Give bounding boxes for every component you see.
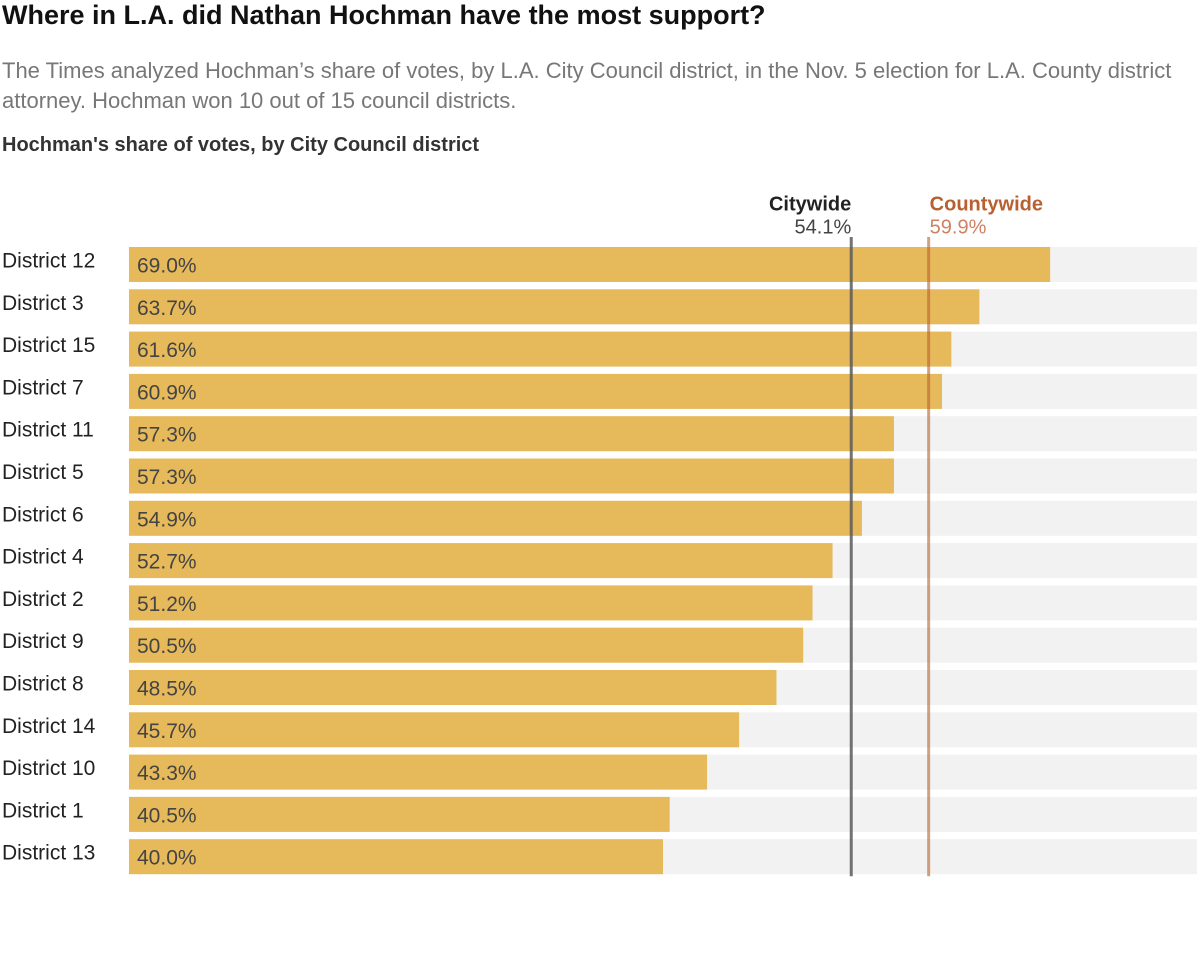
category-label: District 11 bbox=[2, 419, 94, 442]
value-label: 48.5% bbox=[137, 678, 197, 701]
bar bbox=[129, 458, 894, 494]
bar bbox=[129, 627, 804, 663]
category-label: District 13 bbox=[2, 842, 95, 865]
value-label: 57.3% bbox=[137, 424, 197, 447]
value-label: 50.5% bbox=[137, 635, 197, 658]
title: Where in L.A. did Nathan Hochman have th… bbox=[2, 0, 766, 30]
category-label: District 1 bbox=[2, 799, 84, 822]
reference-value: 59.9% bbox=[930, 216, 987, 238]
value-label: 43.3% bbox=[137, 762, 197, 785]
bar bbox=[129, 712, 740, 748]
subtitle: The Times analyzed Hochman’s share of vo… bbox=[2, 58, 1172, 113]
reference-name: Countywide bbox=[930, 193, 1043, 215]
bar bbox=[129, 500, 862, 536]
category-label: District 15 bbox=[2, 334, 95, 357]
value-label: 69.0% bbox=[137, 255, 197, 278]
bar bbox=[129, 543, 833, 579]
bar bbox=[129, 373, 943, 409]
value-label: 63.7% bbox=[137, 297, 197, 320]
reference-name: Citywide bbox=[769, 193, 851, 215]
bar bbox=[129, 331, 952, 367]
value-label: 54.9% bbox=[137, 508, 197, 531]
category-label: District 8 bbox=[2, 673, 84, 696]
category-label: District 14 bbox=[2, 715, 96, 738]
category-label: District 4 bbox=[2, 546, 84, 569]
category-label: District 12 bbox=[2, 250, 95, 273]
value-label: 45.7% bbox=[137, 720, 197, 743]
bar bbox=[129, 585, 813, 621]
category-label: District 6 bbox=[2, 503, 84, 526]
category-label: District 10 bbox=[2, 757, 95, 780]
category-label: District 7 bbox=[2, 376, 84, 399]
value-label: 60.9% bbox=[137, 381, 197, 404]
category-label: District 9 bbox=[2, 630, 84, 653]
category-label: District 2 bbox=[2, 588, 84, 611]
bar bbox=[129, 416, 894, 452]
bar bbox=[129, 247, 1051, 282]
value-label: 57.3% bbox=[137, 466, 197, 489]
value-label: 51.2% bbox=[137, 593, 197, 616]
chart-label: Hochman's share of votes, by City Counci… bbox=[2, 134, 480, 156]
bar bbox=[129, 670, 777, 705]
bar bbox=[129, 754, 708, 790]
category-label: District 3 bbox=[2, 292, 84, 315]
bar bbox=[129, 289, 980, 325]
value-label: 61.6% bbox=[137, 339, 197, 362]
category-label: District 5 bbox=[2, 461, 84, 484]
bar bbox=[129, 839, 663, 875]
bar bbox=[129, 796, 670, 832]
value-label: 52.7% bbox=[137, 551, 197, 574]
value-label: 40.0% bbox=[137, 847, 197, 870]
reference-value: 54.1% bbox=[795, 216, 852, 238]
value-label: 40.5% bbox=[137, 804, 197, 827]
